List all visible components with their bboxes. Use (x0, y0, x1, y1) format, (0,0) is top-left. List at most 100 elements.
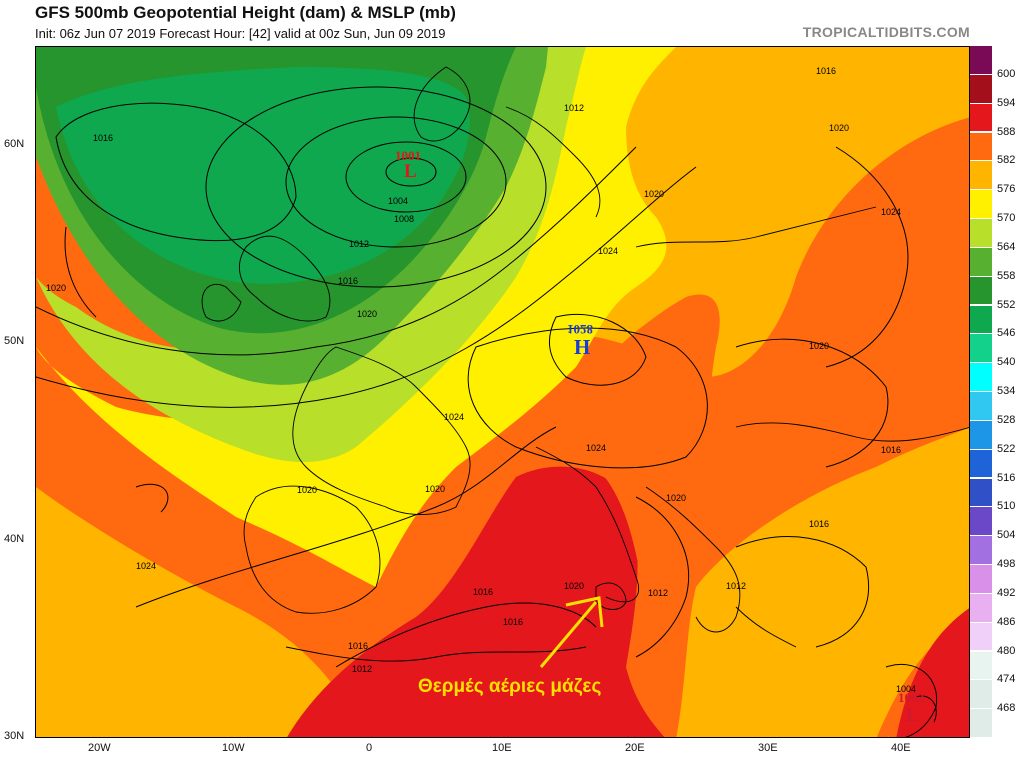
isobar-label: 1024 (136, 561, 156, 571)
isobar-label: 1012 (352, 664, 372, 674)
legend-label: 552 (997, 298, 1016, 311)
lon-label-30e: 30E (758, 742, 778, 754)
color-legend: 600 594 588 582 576 570 564 558 552 546 540 534 528 5… (970, 46, 1024, 738)
legend-swatch (970, 449, 992, 479)
isobar-label: 1016 (503, 617, 523, 627)
height-field-588 (287, 466, 665, 737)
legend-label: 534 (997, 385, 1016, 397)
isobar-label: 1012 (648, 588, 668, 598)
legend-label: 582 (997, 154, 1016, 167)
coastlines (201, 66, 969, 662)
chart-title: GFS 500mb Geopotential Height (dam) & MS… (35, 3, 456, 22)
legend-swatch (970, 103, 992, 133)
lat-label-50n: 50N (4, 335, 25, 347)
legend-label: 588 (997, 125, 1016, 138)
legend-label: 516 (997, 471, 1016, 484)
lon-label-10w: 10W (222, 742, 245, 754)
low-pressure-icon: L (906, 705, 919, 726)
height-field-576-east (676, 427, 969, 737)
legend-swatch (970, 565, 992, 594)
legend-swatch (970, 622, 992, 652)
low-pressure-value: 1001 (395, 148, 421, 163)
legend-swatch (970, 247, 992, 277)
legend-label: 510 (997, 500, 1016, 513)
legend-swatch (970, 651, 992, 681)
isobar-label: 1016 (93, 133, 113, 143)
legend-swatch (970, 593, 992, 623)
lat-label-40n: 40N (4, 533, 25, 545)
isobar-label: 1020 (666, 493, 686, 503)
isobar-label: 1004 (896, 684, 916, 694)
legend-label: 522 (997, 442, 1016, 455)
weather-map[interactable]: 1016 1012 1020 1004 1008 1012 1016 1020 … (35, 46, 970, 738)
isobar-label: 1024 (881, 207, 901, 217)
isobar-label: 1020 (297, 485, 317, 495)
isobar-label: 1020 (829, 123, 849, 133)
legend-swatch (970, 334, 992, 364)
legend-swatch (970, 536, 992, 565)
legend-swatch (970, 190, 992, 219)
legend-label: 480 (997, 644, 1016, 657)
legend-label: 600 (997, 67, 1016, 80)
legend-swatch (970, 219, 992, 248)
isobar-label: 1020 (644, 189, 664, 199)
legend-swatch (970, 46, 992, 75)
legend-swatch (970, 132, 992, 162)
legend-label: 474 (997, 673, 1016, 686)
isobar-label: 1012 (726, 581, 746, 591)
height-field-546 (56, 67, 470, 284)
isobar-label: 1016 (473, 587, 493, 597)
isobar-label: 1004 (388, 196, 408, 206)
legend-label: 564 (997, 240, 1016, 253)
isobars (36, 86, 938, 737)
height-field-576 (36, 47, 969, 737)
low-pressure-value: 1002 (898, 690, 924, 705)
legend-swatch (970, 161, 992, 191)
height-field-570 (36, 47, 676, 587)
isobar-label: 1016 (348, 641, 368, 651)
isobar-label: 1024 (444, 412, 464, 422)
low-pressure-icon: L (404, 161, 417, 182)
isobar-label: 1020 (809, 341, 829, 351)
legend-label: 468 (997, 702, 1016, 715)
isobar-label: 1016 (338, 276, 358, 286)
height-field-588-east (896, 608, 969, 737)
lon-label-20w: 20W (88, 742, 111, 754)
header: GFS 500mb Geopotential Height (dam) & MS… (0, 0, 1024, 44)
legend-swatch (970, 507, 992, 537)
lon-label-20e: 20E (625, 742, 645, 754)
legend-label: 528 (997, 413, 1016, 426)
legend-swatch (970, 363, 992, 392)
isobar-label: 1016 (816, 66, 836, 76)
legend-label: 498 (997, 558, 1016, 570)
legend-label: 492 (997, 586, 1016, 599)
height-field-582-east (816, 141, 969, 377)
lon-label-40e: 40E (891, 742, 911, 754)
lat-label-60n: 60N (4, 138, 25, 150)
isobar-label: 1024 (586, 443, 606, 453)
isobar-label: 1016 (881, 445, 901, 455)
annotation-text: Θερμές αέριες μάζες (418, 676, 602, 697)
source-credit: TROPICALTIDBITS.COM (802, 24, 970, 40)
isobar-label: 1012 (564, 103, 584, 113)
lon-label-0: 0 (366, 742, 373, 754)
isobar-labels: 1016 1012 1020 1004 1008 1012 1016 1020 … (46, 66, 916, 694)
chart-subtitle: Init: 06z Jun 07 2019 Forecast Hour: [42… (35, 26, 446, 41)
lon-label-10e: 10E (492, 742, 512, 754)
lat-label-30n: 30N (4, 730, 25, 742)
legend-label: 570 (997, 212, 1016, 224)
isobar-label: 1020 (357, 309, 377, 319)
legend-label: 576 (997, 183, 1016, 196)
legend-label: 486 (997, 615, 1016, 628)
legend-swatch (970, 709, 992, 738)
legend-swatch (970, 392, 992, 421)
isobar-label: 1020 (425, 484, 445, 494)
height-field-582-central (516, 294, 720, 647)
legend-swatch (970, 305, 992, 335)
isobar-label: 1024 (598, 246, 618, 256)
legend-swatch (970, 420, 992, 450)
legend-label: 558 (997, 269, 1016, 282)
legend-swatch (970, 478, 992, 508)
isobar-label: 1016 (809, 519, 829, 529)
isobar-label: 1020 (46, 283, 66, 293)
